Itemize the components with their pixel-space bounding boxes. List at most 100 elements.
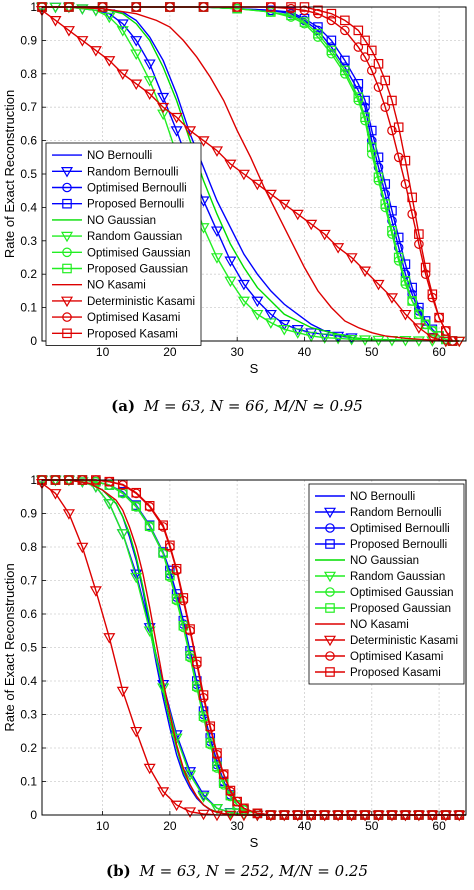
- tick-labels: 10 20 30 40 50 60 0 0.1 0.2 0.3 0.4 0.5 0.6 0.7 0.8 0.9…: [20, 473, 446, 833]
- marker-proposed-kasami: [239, 803, 249, 814]
- marker-random-bernoulli: [170, 126, 183, 137]
- marker-proposed-kasami: [225, 785, 236, 796]
- marker-deterministic-kasami: [426, 333, 439, 344]
- x-tick-label: 60: [432, 819, 446, 833]
- legend-marker-optimised-kasami: [325, 651, 335, 661]
- marker-deterministic-kasami: [264, 189, 277, 201]
- marker-proposed-kasami: [360, 35, 370, 46]
- legend-label-proposed-bernoulli: Proposed Bernoulli: [87, 199, 184, 211]
- marker-deterministic-kasami: [157, 102, 170, 114]
- marker-deterministic-kasami: [318, 229, 331, 241]
- marker-random-gaussian: [264, 318, 277, 329]
- marker-proposed-kasami: [212, 748, 222, 758]
- marker-random-gaussian: [237, 296, 250, 308]
- marker-deterministic-kasami: [49, 16, 62, 27]
- marker-random-gaussian: [251, 309, 264, 321]
- marker-random-gaussian: [345, 335, 358, 346]
- y-tick-label: 0.5: [20, 167, 37, 181]
- marker-proposed-kasami: [165, 540, 175, 551]
- legend-marker-random-bernoulli: [60, 167, 74, 178]
- marker-proposed-kasami: [144, 500, 155, 511]
- marker-optimised-bernoulli: [407, 289, 417, 300]
- marker-proposed-kasami: [158, 520, 168, 531]
- marker-proposed-gaussian: [266, 7, 276, 17]
- legend-marker-random-gaussian: [323, 571, 337, 583]
- marker-proposed-gaussian: [158, 548, 168, 558]
- legend-label-no-gaussian: NO Gaussian: [350, 555, 419, 567]
- marker-deterministic-kasami: [89, 46, 102, 57]
- marker-optimised-kasami: [387, 125, 397, 136]
- x-tick-label: 30: [230, 819, 244, 833]
- marker-random-gaussian: [157, 109, 170, 121]
- marker-random-gaussian: [224, 276, 237, 288]
- marker-random-bernoulli: [197, 790, 210, 802]
- legend-marker-optimised-gaussian: [62, 247, 72, 258]
- y-tick-label: 0.9: [20, 507, 37, 521]
- marker-proposed-kasami: [178, 593, 189, 603]
- marker-proposed-gaussian: [178, 620, 189, 631]
- subfigure-b: 10 20 30 40 50 60 0 0.1 0.2 0.3 0.4 0.5 0.6 0.7 0.8 0.9…: [0, 472, 474, 890]
- marker-optimised-kasami: [326, 15, 337, 26]
- legend-label-proposed-bernoulli: Proposed Bernoulli: [350, 539, 447, 551]
- y-tick-label: 0.1: [20, 301, 37, 315]
- marker-proposed-bernoulli: [414, 302, 424, 313]
- marker-deterministic-kasami: [237, 169, 250, 181]
- y-tick-label: 0: [30, 808, 37, 822]
- marker-optimised-bernoulli: [380, 189, 391, 199]
- marker-proposed-gaussian: [407, 296, 417, 306]
- marker-proposed-gaussian: [373, 172, 384, 183]
- y-tick-label: 0: [30, 334, 37, 348]
- marker-deterministic-kasami: [143, 89, 156, 101]
- caption-a-label: (a): [111, 397, 136, 415]
- marker-random-bernoulli: [332, 331, 345, 343]
- legend-label-proposed-kasami: Proposed Kasami: [350, 667, 441, 679]
- marker-deterministic-kasami: [103, 633, 116, 644]
- marker-proposed-kasami: [205, 721, 216, 732]
- x-tick-label: 60: [432, 345, 446, 359]
- marker-deterministic-kasami: [345, 253, 358, 264]
- marker-proposed-kasami: [366, 45, 377, 56]
- marker-proposed-kasami: [380, 75, 391, 86]
- marker-proposed-kasami: [185, 624, 195, 634]
- marker-deterministic-kasami: [130, 726, 143, 738]
- marker-optimised-kasami: [366, 65, 377, 76]
- legend-marker-optimised-bernoulli: [62, 182, 72, 193]
- marker-deterministic-kasami: [412, 323, 425, 334]
- y-tick-label: 0.3: [20, 234, 37, 248]
- y-axis-label: Rate of Exact Reconstruction: [2, 90, 17, 258]
- legend-marker-optimised-gaussian: [325, 587, 335, 597]
- marker-random-gaussian: [318, 333, 331, 344]
- marker-deterministic-kasami: [170, 800, 183, 812]
- marker-proposed-kasami: [104, 476, 115, 487]
- marker-deterministic-kasami: [332, 243, 345, 254]
- series-deterministic-kasami: [35, 6, 466, 348]
- y-tick-label: 0.4: [20, 674, 37, 688]
- marker-random-bernoulli: [130, 36, 143, 47]
- marker-proposed-gaussian: [393, 252, 404, 263]
- marker-proposed-gaussian: [414, 309, 424, 320]
- legend-label-no-bernoulli: NO Bernoulli: [87, 150, 152, 162]
- marker-deterministic-kasami: [278, 199, 291, 211]
- y-tick-label: 0.5: [20, 641, 37, 655]
- marker-deterministic-kasami: [372, 279, 385, 291]
- legend-label-no-bernoulli: NO Bernoulli: [350, 491, 415, 503]
- marker-proposed-kasami: [191, 656, 202, 667]
- legend-label-no-kasami: NO Kasami: [350, 619, 409, 631]
- legend-label-optimised-gaussian: Optimised Gaussian: [350, 587, 454, 599]
- subfigure-a: 10 20 30 40 50 60 0 0.1 0.2 0.3 0.4 0.5 0.6 0.7 0.8 0.9…: [0, 0, 474, 420]
- marker-random-bernoulli: [116, 19, 129, 30]
- x-tick-label: 10: [96, 345, 110, 359]
- legend-label-optimised-bernoulli: Optimised Bernoulli: [87, 183, 187, 195]
- marker-proposed-kasami: [441, 326, 451, 336]
- y-tick-label: 0.6: [20, 134, 37, 148]
- y-tick-label: 0.8: [20, 67, 37, 81]
- marker-proposed-bernoulli: [326, 35, 337, 46]
- legend-marker-proposed-bernoulli: [325, 539, 335, 549]
- marker-proposed-bernoulli: [360, 95, 370, 106]
- marker-deterministic-kasami: [399, 309, 412, 321]
- marker-random-gaussian: [116, 529, 129, 540]
- marker-deterministic-kasami: [170, 112, 183, 124]
- marker-deterministic-kasami: [184, 126, 197, 137]
- legend-label-optimised-kasami: Optimised Kasami: [350, 651, 443, 663]
- marker-random-gaussian: [210, 804, 224, 815]
